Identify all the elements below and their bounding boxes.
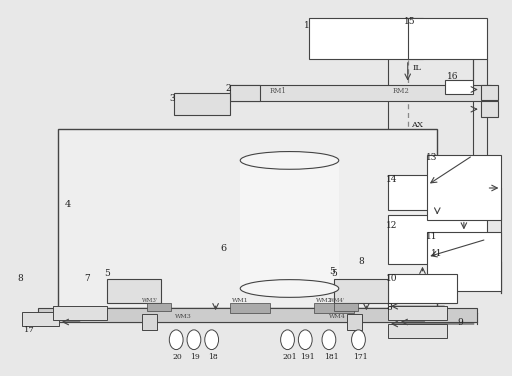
Bar (309, 18, 422, 59)
Ellipse shape (240, 152, 339, 169)
Text: 8: 8 (358, 257, 364, 266)
Ellipse shape (205, 330, 219, 350)
Bar (334, 279, 388, 303)
Text: WM1: WM1 (232, 298, 249, 303)
Text: 5: 5 (329, 267, 335, 276)
Bar (428, 232, 501, 291)
Text: IL: IL (413, 64, 422, 72)
Text: 9: 9 (457, 318, 463, 327)
Ellipse shape (169, 330, 183, 350)
Text: 201: 201 (283, 353, 297, 361)
Text: 11: 11 (432, 249, 443, 258)
Text: 16: 16 (447, 72, 459, 81)
Text: 19: 19 (190, 353, 200, 361)
Text: 1: 1 (304, 21, 310, 29)
Text: 4: 4 (65, 200, 71, 209)
Bar (388, 175, 486, 210)
Text: WM4': WM4' (329, 298, 345, 303)
Bar (388, 215, 486, 264)
Text: RM1: RM1 (270, 86, 287, 94)
Bar (22, 312, 59, 326)
Bar (445, 80, 473, 94)
Text: 7: 7 (84, 274, 90, 283)
Text: 5: 5 (331, 269, 337, 278)
Bar (53, 306, 107, 320)
Bar (230, 303, 270, 313)
Text: WM3': WM3' (142, 298, 158, 303)
Text: 3: 3 (169, 94, 175, 103)
Bar (240, 161, 339, 288)
Text: RM2: RM2 (393, 86, 410, 94)
Ellipse shape (187, 330, 201, 350)
Text: 191: 191 (301, 353, 315, 361)
Bar (334, 303, 358, 311)
Text: AX: AX (411, 121, 423, 129)
Ellipse shape (281, 330, 294, 350)
Text: 15: 15 (404, 17, 415, 26)
Ellipse shape (298, 330, 312, 350)
Ellipse shape (322, 330, 336, 350)
Text: 18: 18 (208, 353, 218, 361)
Bar (58, 129, 437, 308)
Bar (388, 324, 447, 338)
Text: WM3: WM3 (175, 314, 192, 319)
Text: 20: 20 (172, 353, 182, 361)
Bar (347, 314, 362, 330)
Bar (388, 274, 457, 303)
Bar (146, 303, 172, 311)
Bar (481, 101, 498, 117)
Text: 5: 5 (104, 269, 110, 278)
Bar (481, 85, 498, 100)
Text: 10: 10 (386, 274, 397, 283)
Bar (230, 85, 492, 101)
Text: 12: 12 (386, 221, 397, 230)
Ellipse shape (240, 280, 339, 297)
Text: 6: 6 (221, 244, 227, 253)
Bar (230, 85, 260, 101)
Text: 171: 171 (354, 353, 368, 361)
Bar (428, 156, 501, 220)
Ellipse shape (352, 330, 366, 350)
Text: WM2: WM2 (316, 298, 333, 303)
Bar (388, 306, 447, 320)
Text: 11: 11 (425, 232, 437, 241)
Bar (107, 279, 161, 303)
Bar (314, 303, 354, 313)
Text: 2: 2 (225, 83, 231, 92)
Bar (174, 93, 230, 115)
Bar (408, 18, 486, 59)
Text: 8: 8 (17, 274, 24, 283)
Text: WM4: WM4 (329, 314, 346, 319)
Text: 8: 8 (386, 303, 392, 312)
Text: 181: 181 (324, 353, 338, 361)
Bar (142, 314, 158, 330)
Text: 17: 17 (24, 326, 34, 334)
Text: 14: 14 (386, 175, 397, 184)
Text: 13: 13 (425, 153, 437, 162)
Bar (38, 308, 477, 322)
